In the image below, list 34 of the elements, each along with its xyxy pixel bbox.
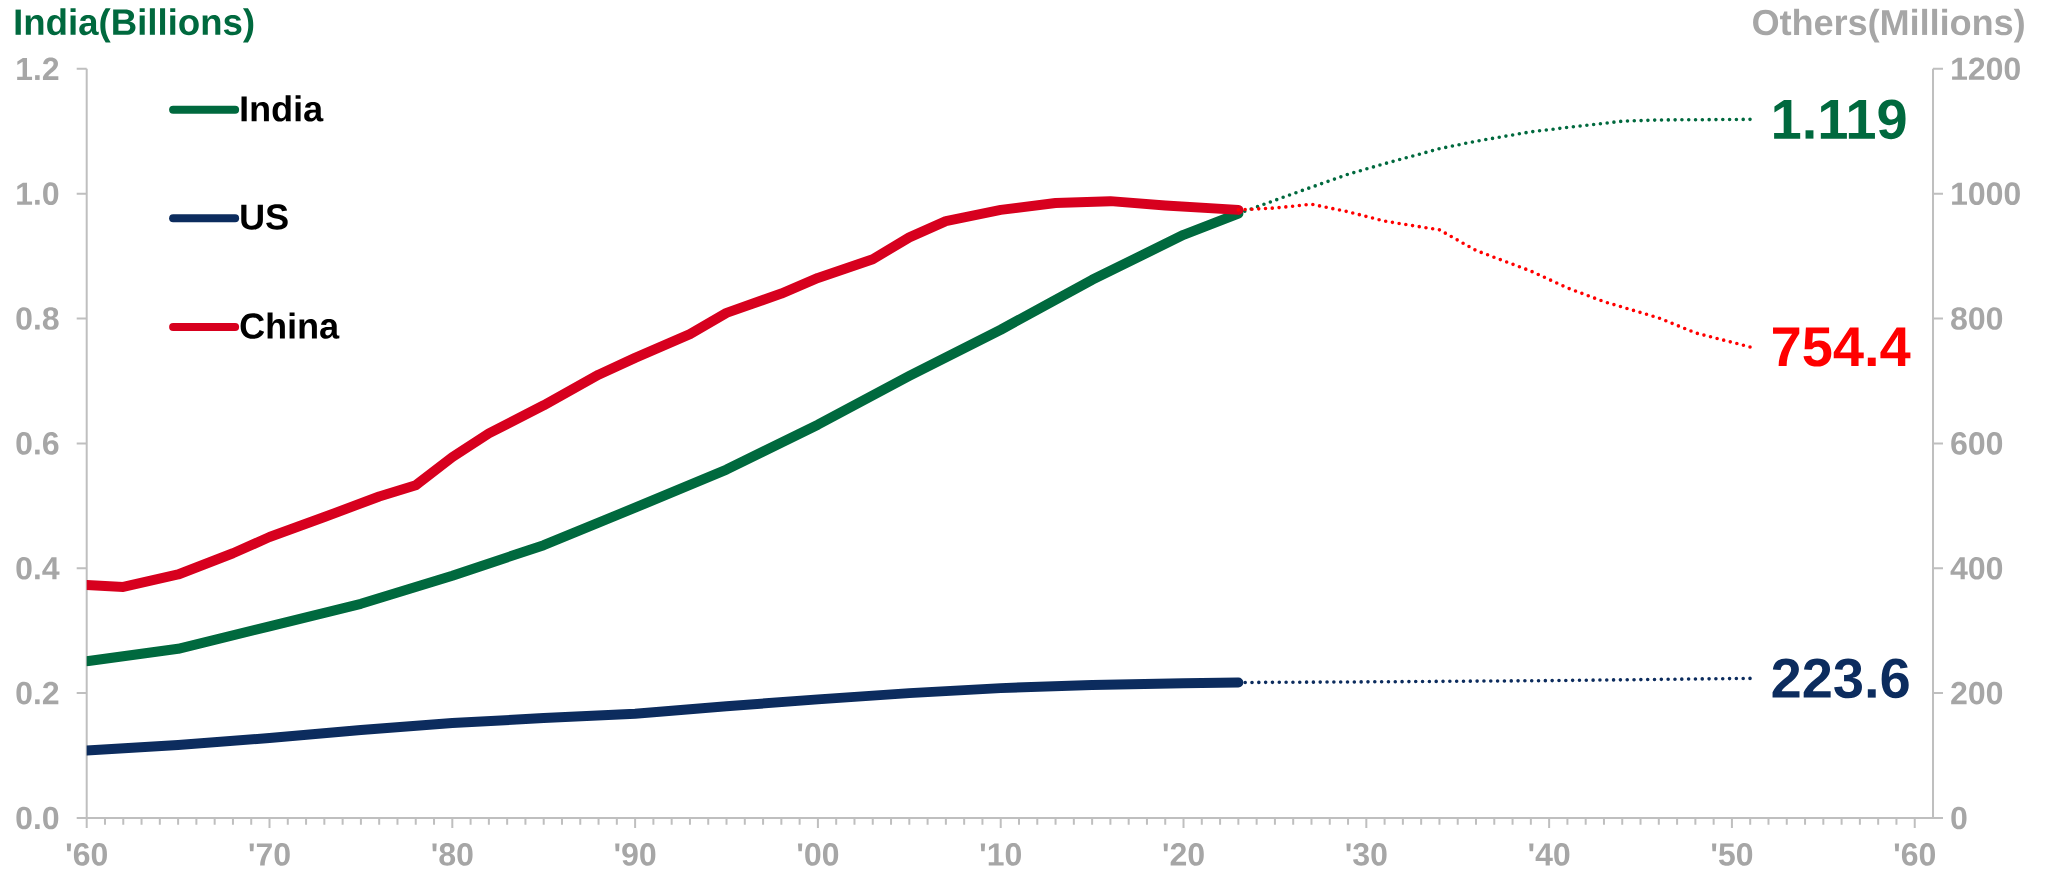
- legend-label: India: [241, 95, 324, 122]
- y2-tick-label: 1200: [1952, 57, 2020, 81]
- y-tick-label: 0.0: [16, 806, 59, 830]
- x-tick-label: '20: [1163, 843, 1204, 866]
- x-tick-label: '40: [1529, 843, 1570, 866]
- y2-tick-label: 800: [1951, 307, 2003, 330]
- y-tick-label: 0.8: [16, 307, 59, 330]
- x-tick-label: '80: [432, 843, 473, 866]
- x-tick-label: '60: [66, 843, 107, 866]
- y-axis-title: India(Billions): [15, 8, 254, 43]
- x-tick-label: '70: [249, 843, 290, 866]
- y-tick-label: 0.4: [16, 556, 60, 580]
- line-series: [1236, 202, 1753, 349]
- y2-tick-label: 400: [1950, 556, 2003, 580]
- y2-tick-label: 200: [1951, 681, 2003, 705]
- y-tick-label: 0.2: [16, 681, 59, 705]
- legend-label: China: [240, 312, 340, 339]
- x-tick-label: '90: [615, 843, 656, 866]
- x-tick-label: '00: [798, 843, 839, 866]
- y2-tick-label: 600: [1951, 432, 2003, 455]
- y-tick-label: 0.6: [16, 432, 59, 455]
- y2-tick-label: 1000: [1952, 182, 2020, 205]
- legend-label: US: [241, 204, 288, 230]
- data-label: 1.119: [1774, 99, 1906, 140]
- x-tick-label: '10: [980, 843, 1021, 866]
- x-tick-label: '60: [1894, 843, 1935, 866]
- y-tick-label: 1.2: [17, 57, 59, 80]
- x-tick-label: '50: [1712, 843, 1753, 866]
- y-tick-label: 1.0: [17, 182, 59, 205]
- y2-axis-title: Others(Millions): [1753, 8, 2024, 43]
- x-tick-label: '30: [1346, 843, 1387, 866]
- y2-tick-label: 0: [1951, 806, 1967, 830]
- data-label: 223.6: [1772, 658, 1909, 699]
- data-label: 754.4: [1773, 327, 1911, 367]
